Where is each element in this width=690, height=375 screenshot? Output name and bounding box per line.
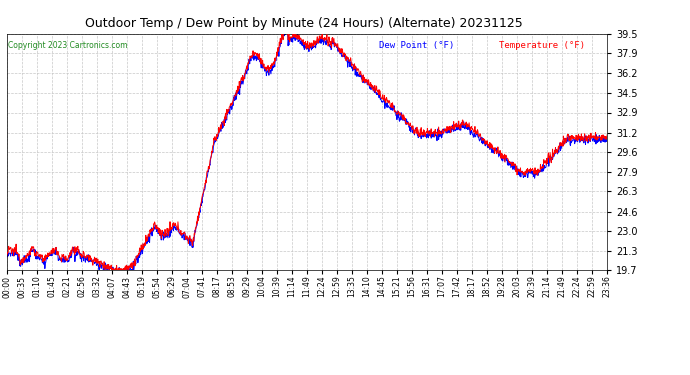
Text: Temperature (°F): Temperature (°F) xyxy=(499,41,585,50)
Text: Copyright 2023 Cartronics.com: Copyright 2023 Cartronics.com xyxy=(8,41,127,50)
Text: Dew Point (°F): Dew Point (°F) xyxy=(379,41,454,50)
Text: Outdoor Temp / Dew Point by Minute (24 Hours) (Alternate) 20231125: Outdoor Temp / Dew Point by Minute (24 H… xyxy=(85,17,522,30)
